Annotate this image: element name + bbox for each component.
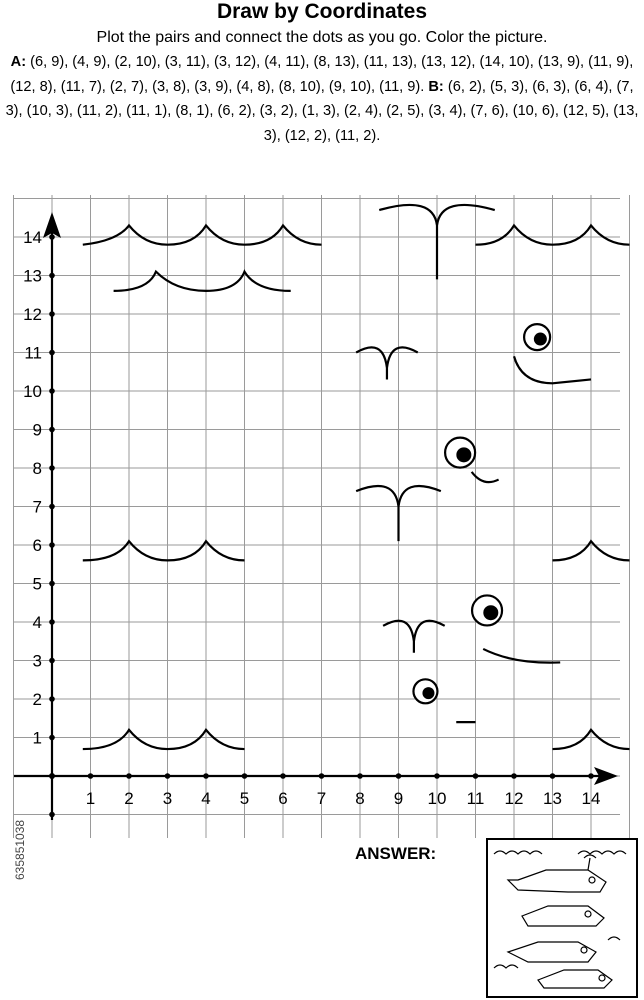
y-tick-dot (49, 503, 55, 510)
y-tick-label: 3 (33, 652, 42, 671)
y-tick-dot (49, 349, 55, 356)
spout-top (378, 203, 496, 280)
y-tick-dot (49, 619, 55, 625)
x-tick-dot (549, 773, 556, 779)
x-tick-label: 9 (394, 789, 403, 808)
x-tick-label: 13 (543, 789, 562, 808)
answer-thumbnail (486, 838, 638, 998)
y-tick-dot (49, 811, 55, 818)
mouth-second (470, 471, 500, 484)
series-a-label: A: (10, 54, 27, 70)
x-tick-label: 2 (124, 789, 133, 808)
x-tick-dot (318, 773, 325, 779)
x-tick-dot (511, 773, 517, 779)
x-tick-label: 8 (355, 789, 364, 808)
x-tick-dot (588, 773, 594, 779)
spout-middle (355, 484, 442, 542)
coordinate-pairs: A: (6, 9), (4, 9), (2, 10), (3, 11), (3,… (0, 50, 644, 148)
x-tick-dot (434, 773, 440, 779)
y-tick-dot (49, 657, 55, 664)
x-tick-dot (241, 773, 248, 779)
x-tick-dot (164, 773, 171, 779)
y-tick-dot (49, 696, 55, 702)
x-tick-dot (280, 773, 286, 779)
x-tick-dot (472, 773, 479, 779)
instructions: Plot the pairs and connect the dots as y… (96, 29, 548, 46)
x-tick-dot (357, 773, 363, 779)
mouth-upper (512, 356, 592, 385)
wave-top-left (82, 223, 322, 246)
y-tick-label: 6 (33, 536, 42, 555)
y-tick-label: 2 (33, 690, 42, 709)
x-tick-label: 4 (201, 789, 210, 808)
y-tick-label: 8 (33, 459, 42, 478)
x-tick-label: 1 (86, 789, 95, 808)
wave-bottom-left (82, 727, 245, 751)
series-b-label: B: (428, 78, 444, 95)
x-tick-dot (126, 773, 132, 779)
wave-middle-left (82, 539, 245, 562)
y-tick-dot (49, 542, 55, 548)
x-tick-dot (203, 773, 209, 779)
y-axis-arrow-icon (43, 212, 61, 238)
spout-lower (382, 619, 446, 653)
x-tick-label: 12 (505, 789, 524, 808)
series-a-pairs: (6, 9), (4, 9), (2, 10), (3, 11), (3, 12… (10, 54, 634, 95)
y-tick-label: 4 (33, 613, 42, 632)
y-tick-dot (49, 234, 55, 240)
wave-middle-right (552, 539, 630, 562)
spout-upper (355, 346, 419, 380)
wave-top-right (475, 223, 630, 246)
mouth-third (482, 647, 561, 664)
y-tick-dot (49, 734, 55, 741)
series-b-pairs: (6, 2), (5, 3), (6, 3), (6, 4), (7, 3), … (5, 78, 639, 144)
page-title: Draw by Coordinates (216, 0, 428, 23)
y-tick-dot (49, 465, 55, 471)
y-tick-label: 7 (33, 498, 42, 517)
x-tick-label: 11 (467, 789, 485, 808)
y-tick-label: 12 (23, 305, 42, 324)
x-tick-label: 14 (582, 789, 601, 808)
picture-hints (82, 203, 630, 751)
x-tick-dot (87, 773, 94, 779)
x-tick-label: 6 (278, 789, 287, 808)
answer-fish-picture (493, 850, 627, 989)
x-tick-label: 3 (163, 789, 172, 808)
x-axis-arrow-icon (594, 767, 618, 785)
wave-bottom-right (552, 727, 630, 751)
x-tick-label: 7 (317, 789, 326, 808)
eye-pupil (483, 605, 499, 621)
y-tick-label: 5 (33, 575, 42, 594)
watermark-id: 635851038 (13, 819, 27, 880)
y-tick-dot (49, 426, 55, 433)
y-tick-dot (49, 311, 55, 317)
x-tick-dot (395, 773, 402, 779)
y-tick-dot (49, 272, 55, 279)
origin-dot (49, 773, 55, 779)
x-tick-label: 5 (240, 789, 249, 808)
y-tick-label: 11 (24, 344, 42, 363)
y-tick-label: 1 (33, 729, 42, 748)
y-tick-label: 10 (23, 382, 42, 401)
eye-pupil (422, 687, 435, 700)
eye-pupil (533, 332, 547, 346)
y-tick-dot (49, 580, 55, 587)
wave-second (113, 269, 291, 293)
answer-label: ANSWER: (355, 844, 437, 863)
y-tick-label: 13 (23, 267, 42, 286)
eye-pupil (456, 447, 472, 463)
y-tick-dot (49, 388, 55, 394)
x-tick-label: 10 (428, 789, 447, 808)
y-tick-label: 9 (33, 421, 42, 440)
y-tick-label: 14 (23, 228, 42, 247)
